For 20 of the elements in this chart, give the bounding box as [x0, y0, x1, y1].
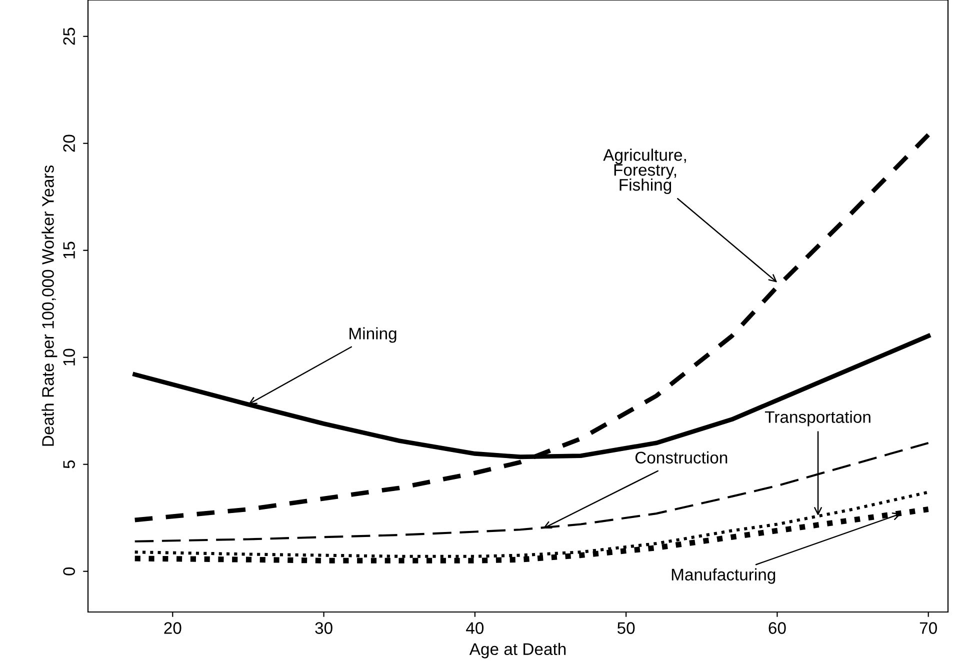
y-tick-label: 5 — [63, 460, 75, 468]
x-tick-label: 40 — [466, 622, 484, 634]
x-tick-label: 60 — [768, 622, 786, 634]
annotation: Construction — [635, 451, 728, 464]
y-tick-label: 25 — [63, 28, 75, 45]
y-tick-label: 20 — [63, 134, 75, 152]
x-tick-label: 70 — [920, 622, 937, 634]
x-tick-label: 30 — [315, 622, 332, 634]
x-tick-label: 20 — [164, 622, 182, 634]
annotation: Agriculture, Forestry, Fishing — [603, 148, 686, 194]
y-tick-label: 0 — [63, 567, 75, 576]
y-tick-label: 15 — [63, 242, 75, 258]
x-tick-label: 50 — [617, 622, 635, 634]
x-axis-title: Age at Death — [469, 642, 566, 658]
annotation: Mining — [350, 327, 396, 343]
y-tick-label: 10 — [63, 348, 75, 366]
annotation: Manufacturing — [672, 568, 776, 584]
annotation: Transportation — [764, 410, 870, 426]
y-axis-title: Death Rate per 100,000 Worker Years — [42, 165, 58, 446]
line-series — [132, 132, 931, 522]
